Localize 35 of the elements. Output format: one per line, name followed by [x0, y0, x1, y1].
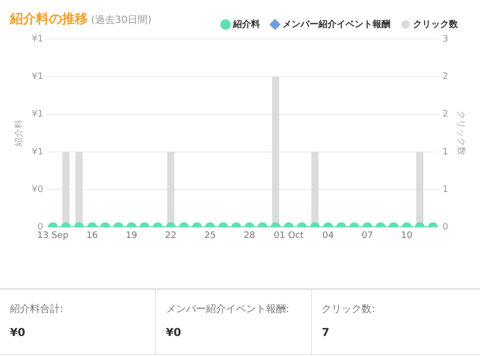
x-tick-label: 07	[362, 230, 374, 241]
x-tick-label: 25	[204, 230, 216, 241]
x-tick-label: 01 Oct	[274, 230, 304, 241]
legend-label: メンバー紹介イベント報酬	[282, 18, 390, 30]
y-tick-label: ¥1	[32, 147, 44, 158]
x-tick-label: 16	[86, 230, 98, 241]
x-tick-label: 10	[400, 230, 413, 241]
y2-tick-label: 3	[442, 34, 448, 44]
y-tick-label: ¥1	[32, 34, 44, 44]
text: 7	[322, 326, 330, 339]
y-tick-label: ¥1	[32, 72, 44, 82]
x-tick-label: 13 Sep	[37, 230, 69, 241]
x-tick-label: 04	[322, 230, 334, 241]
chart-subtitle: (過去30日間)	[91, 15, 152, 26]
x-tick-label: 28	[244, 230, 256, 241]
legend-label: 紹介料	[232, 18, 260, 30]
text: ¥0	[166, 326, 182, 339]
x-tick-label: 19	[126, 230, 138, 241]
text: ¥0	[10, 326, 26, 339]
y-tick-label: 0	[38, 222, 44, 233]
y2-tick-label: 2	[442, 110, 448, 120]
text: メンバー紹介イベント報酬:	[166, 302, 290, 316]
text: 紹介料合計:	[10, 302, 64, 316]
y-axis-title: 紹介料	[14, 120, 25, 148]
y-tick-label: ¥1	[32, 110, 44, 120]
text: クリック数:	[322, 303, 376, 316]
chart-title: 紹介料の推移	[10, 12, 88, 27]
y2-tick-label: 1	[442, 147, 448, 158]
y2-axis-title: クリック数	[455, 110, 466, 156]
x-tick-label: 22	[165, 230, 176, 241]
y2-tick-label: 1	[442, 184, 448, 195]
legend-label: クリック数	[413, 18, 459, 30]
y-tick-label: ¥0	[32, 184, 44, 195]
y2-tick-label: 2	[442, 72, 448, 82]
y2-tick-label: 0	[442, 222, 448, 233]
